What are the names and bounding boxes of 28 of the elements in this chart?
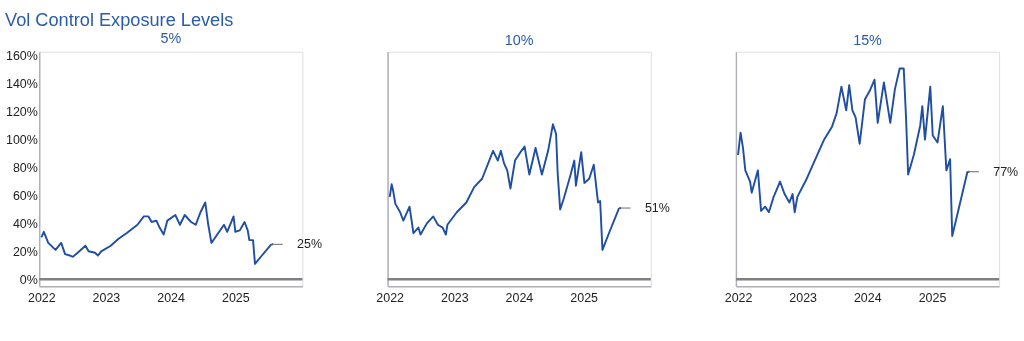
y-tick-label: 160% xyxy=(5,49,38,64)
x-tick-label: 2022 xyxy=(376,290,405,305)
y-tick-label: 140% xyxy=(5,77,38,92)
y-tick-label: 20% xyxy=(12,244,38,259)
y-tick-label: 60% xyxy=(12,188,38,203)
annotation: 77% xyxy=(993,164,1019,179)
y-tick-label: 40% xyxy=(12,216,38,231)
annotation: 51% xyxy=(644,200,670,215)
y-tick-label: 0% xyxy=(19,272,38,287)
x-tick-label: 2024 xyxy=(505,290,534,305)
chart-subtitle: 5% xyxy=(160,30,182,47)
x-tick-label: 2025 xyxy=(570,290,599,305)
x-tick-label: 2025 xyxy=(918,290,947,305)
y-tick-label: 100% xyxy=(5,132,38,147)
x-tick-label: 2024 xyxy=(853,290,882,305)
x-tick-label: 2023 xyxy=(440,290,469,305)
annotation: 25% xyxy=(297,237,323,252)
x-tick-label: 2025 xyxy=(221,290,250,305)
chart-title: Vol Control Exposure Levels xyxy=(5,9,234,30)
x-tick-label: 2024 xyxy=(157,290,185,305)
chart-subtitle: 15% xyxy=(853,32,883,49)
y-tick-label: 120% xyxy=(5,105,38,120)
x-tick-label: 2023 xyxy=(92,290,121,305)
x-tick-label: 2022 xyxy=(28,290,56,305)
x-tick-label: 2022 xyxy=(724,290,753,305)
y-tick-label: 80% xyxy=(12,160,38,175)
x-tick-label: 2023 xyxy=(789,290,818,305)
chart-subtitle: 10% xyxy=(504,32,534,49)
